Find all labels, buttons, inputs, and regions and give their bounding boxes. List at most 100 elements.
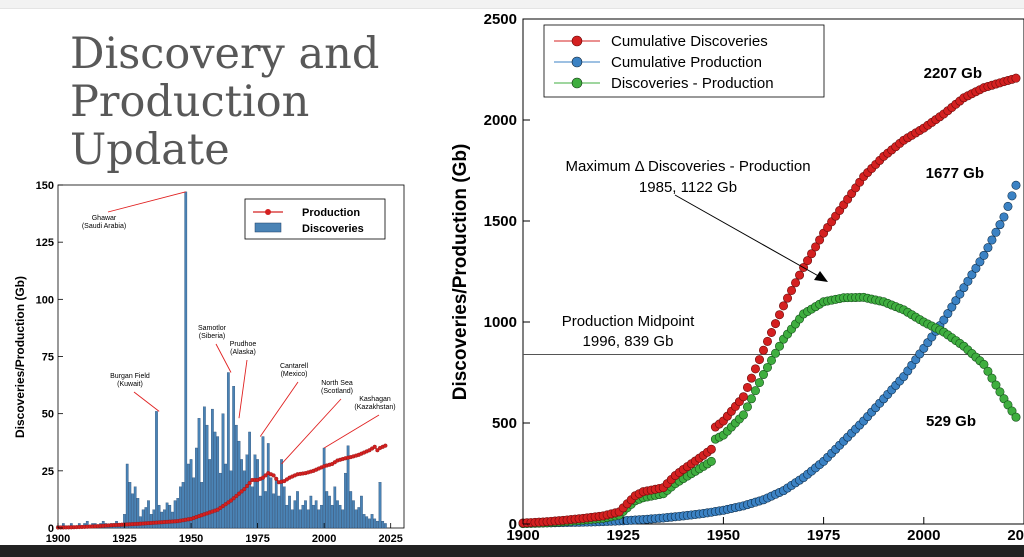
cumulative-production-point bbox=[979, 250, 989, 260]
discovery-bar bbox=[147, 500, 150, 529]
cumulative-discoveries-point bbox=[762, 336, 772, 346]
difference-point bbox=[742, 402, 752, 412]
max-delta-sublabel: 1985, 1122 Gb bbox=[639, 179, 737, 196]
slide-title: Discovery and Production Update bbox=[70, 30, 430, 174]
x-tick-label: 2000 bbox=[312, 533, 336, 545]
difference-point bbox=[750, 386, 760, 396]
production-point bbox=[271, 473, 276, 478]
discovery-bar bbox=[376, 520, 379, 529]
y-tick-label: 1500 bbox=[484, 213, 517, 230]
discovery-bar bbox=[232, 386, 236, 529]
discovery-bar bbox=[226, 372, 230, 529]
cumulative-production-point bbox=[995, 220, 1005, 230]
y-tick-label: 0 bbox=[48, 523, 54, 535]
discovery-bar bbox=[301, 504, 305, 529]
annotation-label: North Sea bbox=[321, 380, 353, 387]
discovery-bar bbox=[349, 491, 353, 529]
discovery-bar bbox=[144, 507, 148, 529]
legend-difference-marker-icon bbox=[571, 77, 583, 89]
end-label-difference: 529 Gb bbox=[926, 413, 976, 430]
y-tick-label: 125 bbox=[36, 237, 54, 249]
legend-cum-discoveries-marker-icon bbox=[571, 35, 583, 47]
production-point bbox=[263, 473, 268, 478]
difference-point bbox=[991, 380, 1001, 390]
cumulative-discoveries-point bbox=[750, 364, 760, 374]
difference-point bbox=[1011, 412, 1021, 422]
cumulative-discoveries-production-chart: 1900 1925 1950 1975 2000 2025 0 500 1000 1500 2000… bbox=[450, 11, 1024, 544]
right-legend: Cumulative Discoveries Cumulative Produc… bbox=[543, 24, 825, 98]
legend-production-label: Production bbox=[302, 207, 360, 219]
discovery-bar bbox=[219, 472, 222, 529]
cumulative-production-point bbox=[963, 276, 973, 286]
cumulative-discoveries-point bbox=[807, 249, 817, 259]
discovery-bar bbox=[163, 509, 166, 529]
y-tick-label: 2500 bbox=[484, 11, 517, 28]
discovery-bar bbox=[368, 518, 371, 529]
x-tick-label: 1950 bbox=[179, 533, 203, 545]
discovery-bar bbox=[373, 518, 377, 529]
discovery-bar bbox=[131, 493, 134, 529]
annotation-label: Kashagan bbox=[359, 396, 391, 403]
annotation-label: Cantarell bbox=[280, 363, 308, 370]
discovery-bar bbox=[341, 509, 345, 529]
midpoint-sublabel: 1996, 839 Gb bbox=[583, 333, 674, 350]
discovery-bar bbox=[157, 504, 161, 529]
discovery-bar bbox=[272, 493, 275, 529]
difference-point bbox=[746, 394, 756, 404]
discovery-bar bbox=[362, 514, 366, 529]
production-point bbox=[236, 491, 242, 496]
annotation-label: (Mexico) bbox=[281, 371, 308, 378]
discovery-bar bbox=[344, 472, 347, 529]
difference-point bbox=[706, 456, 716, 466]
x-tick-label: 1925 bbox=[607, 527, 640, 544]
y-tick-label: 500 bbox=[492, 415, 517, 432]
max-delta-arrow bbox=[674, 194, 823, 279]
y-tick-label: 2000 bbox=[484, 112, 517, 129]
x-tick-label: 1900 bbox=[506, 527, 539, 544]
x-tick-label: 1900 bbox=[46, 533, 70, 545]
discovery-bar bbox=[245, 454, 249, 529]
discovery-bar bbox=[208, 459, 212, 529]
cumulative-production-point bbox=[951, 296, 961, 306]
annotation-label: Ghawar bbox=[92, 215, 117, 222]
y-tick-label: 150 bbox=[36, 180, 54, 192]
annotation-label: (Saudi Arabia) bbox=[82, 223, 126, 230]
cumulative-production-point bbox=[1003, 201, 1013, 211]
y-tick-label: 50 bbox=[42, 409, 54, 421]
y-tick-label: 25 bbox=[42, 466, 54, 478]
discovery-bar bbox=[195, 447, 198, 529]
discovery-bar bbox=[184, 191, 188, 529]
discovery-bar bbox=[213, 431, 217, 529]
discovery-bar bbox=[168, 504, 172, 529]
annotation-label: Prudhoe bbox=[230, 341, 257, 348]
cumulative-production-point bbox=[967, 270, 977, 280]
cumulative-discoveries-point bbox=[746, 373, 756, 383]
discovery-bar bbox=[370, 514, 374, 529]
cumulative-production-point bbox=[983, 243, 993, 253]
difference-point bbox=[983, 366, 993, 376]
production-point bbox=[383, 443, 388, 448]
discovery-bar bbox=[378, 482, 382, 529]
discovery-bar bbox=[330, 504, 334, 529]
x-tick-label: 2000 bbox=[907, 527, 940, 544]
discovery-bar bbox=[280, 459, 283, 529]
discovery-bar bbox=[304, 500, 307, 529]
discovery-bar bbox=[253, 454, 257, 529]
cumulative-discoveries-point bbox=[811, 242, 821, 252]
cumulative-discoveries-point bbox=[1011, 73, 1021, 83]
discovery-bar bbox=[277, 495, 281, 529]
y-tick-label: 75 bbox=[42, 352, 54, 364]
discovery-bar bbox=[237, 440, 241, 529]
discovery-bar bbox=[242, 470, 246, 529]
difference-point bbox=[987, 373, 997, 383]
discovery-bar bbox=[261, 436, 265, 529]
discovery-bar bbox=[266, 443, 270, 529]
discovery-bar bbox=[354, 509, 358, 529]
discovery-bar bbox=[328, 495, 331, 529]
production-point bbox=[375, 448, 380, 453]
legend-discoveries-swatch-icon bbox=[254, 222, 282, 233]
left-y-axis-label: Discoveries/Production (Gb) bbox=[13, 276, 27, 438]
cumulative-discoveries-point bbox=[783, 293, 793, 303]
discovery-bar bbox=[282, 486, 286, 529]
production-point bbox=[247, 480, 252, 486]
